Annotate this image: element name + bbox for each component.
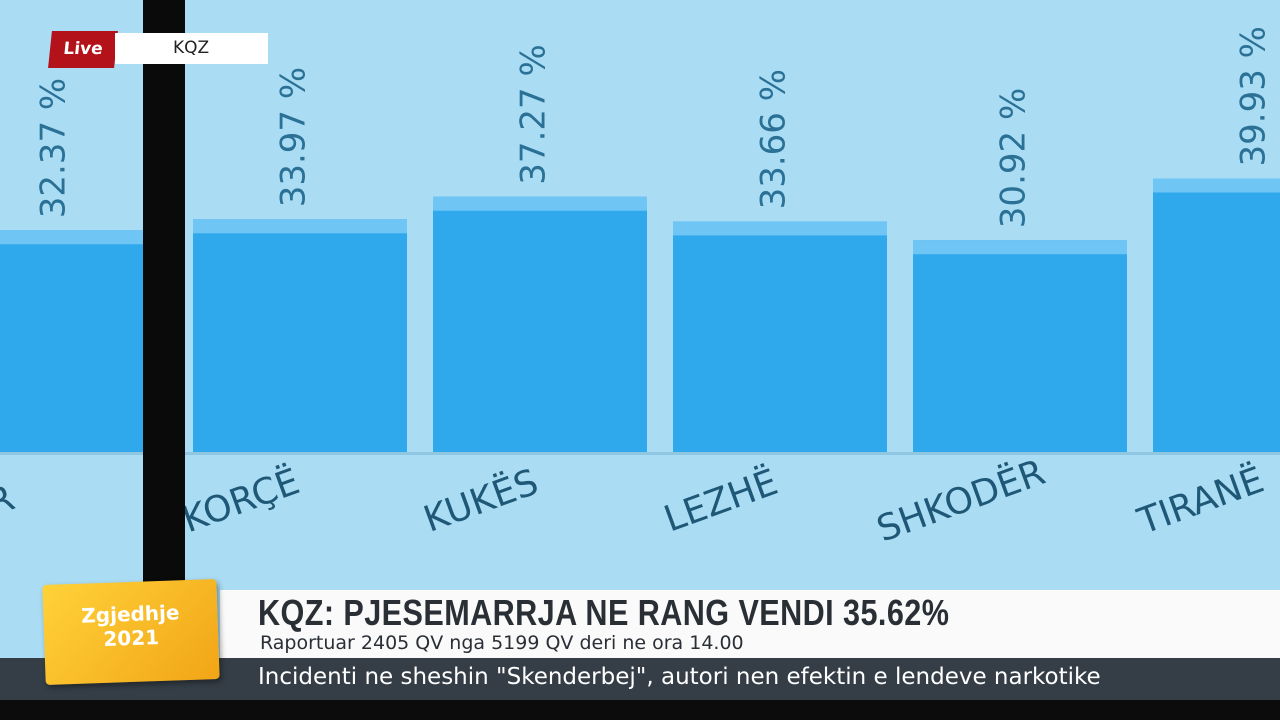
logo: Zgjedhje 2021 [42, 578, 220, 686]
bar-highlight [673, 221, 887, 236]
bar-highlight [1153, 178, 1280, 193]
source-badge: KQZ [115, 33, 268, 64]
bar-highlight [193, 219, 407, 234]
x-tick-label: SHKODËR [871, 451, 1050, 550]
bar [0, 230, 167, 452]
bar [193, 219, 407, 452]
baseline-shadow [0, 452, 1280, 455]
bottom-bar [0, 700, 1280, 720]
value-label: 39.93 % [1234, 26, 1274, 166]
x-tick-label: TIRANË [1131, 459, 1269, 543]
bar [1153, 178, 1280, 453]
pole [143, 0, 185, 582]
subheadline: Raportuar 2405 QV nga 5199 QV deri ne or… [260, 632, 744, 654]
headline: KQZ: PJESEMARRJA NE RANG VENDI 35.62% [258, 592, 950, 633]
bar-highlight [913, 240, 1127, 255]
headline-band [220, 590, 1280, 658]
live-badge: Live [48, 31, 118, 68]
ticker: Incidenti ne sheshin "Skenderbej", autor… [258, 664, 1101, 690]
value-label: 33.97 % [274, 67, 314, 207]
value-label: 32.37 % [34, 78, 74, 218]
value-label: 33.66 % [754, 69, 794, 209]
bar [433, 196, 647, 452]
bar-highlight [0, 230, 167, 245]
bar [913, 240, 1127, 452]
x-tick-label: KUKËS [418, 461, 543, 541]
value-label: 30.92 % [994, 88, 1034, 228]
value-label: 37.27 % [514, 44, 554, 184]
logo-line: 2021 [102, 625, 160, 651]
bar [673, 221, 887, 452]
bar-highlight [433, 196, 647, 211]
x-tick-label: KORÇË [177, 460, 305, 541]
x-tick-label: LEZHË [659, 461, 784, 541]
x-tick-label: R [0, 478, 20, 525]
